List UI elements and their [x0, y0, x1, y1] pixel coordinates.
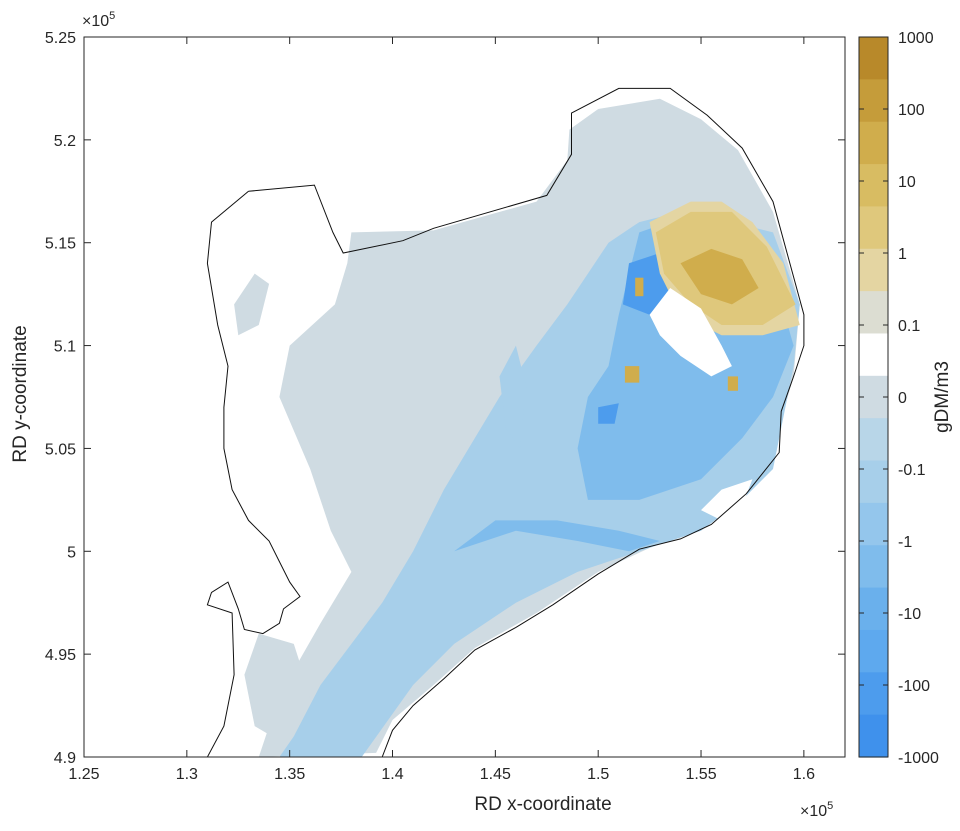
map-region-4 — [577, 119, 619, 161]
x-tick-label: 1.25 — [68, 766, 99, 783]
colorbar-segment — [859, 714, 888, 758]
colorbar-tick-label: 10 — [898, 174, 916, 191]
map-region-18 — [701, 479, 753, 521]
map-region-2 — [244, 633, 311, 747]
y-tick-label: 5.2 — [54, 133, 76, 150]
axes-layer: 1.25 1.3 1.35 1.4 1.45 1.5 1.55 1.6 4.9 4.95 5 5.05… — [45, 30, 846, 783]
map-region-17 — [649, 288, 732, 377]
x-tick-label: 1.3 — [176, 766, 198, 783]
colorbar-segment — [859, 79, 888, 123]
colorbar: 1000 100 10 1 0.1 0 -0.1 -1 -10 -100 -1000 — [858, 30, 939, 767]
map-region-3 — [234, 273, 270, 336]
map-region-14 — [635, 277, 644, 297]
x-axis-label: RD x-coordinate — [474, 794, 611, 815]
domain-outline — [206, 87, 805, 757]
colorbar-segment — [859, 37, 888, 80]
y-tick-label: 5 — [67, 544, 76, 561]
colorbar-segment — [859, 206, 888, 250]
x-tick-label: 1.4 — [381, 766, 403, 783]
y-tick-label: 5.15 — [45, 236, 76, 253]
y-tick-label: 5.05 — [45, 441, 76, 458]
x-tick-label: 1.5 — [587, 766, 609, 783]
colorbar-segment — [859, 545, 888, 589]
colorbar-segment — [859, 629, 888, 673]
colorbar-segment — [859, 587, 888, 631]
colorbar-tick-label: -0.1 — [898, 462, 926, 479]
y-tick-label: 4.95 — [45, 647, 76, 664]
colorbar-tick-label: -1 — [898, 534, 912, 551]
x-tick-label: 1.35 — [274, 766, 305, 783]
svg-text:×105: ×105 — [800, 800, 833, 820]
colorbar-tick-label: 0 — [898, 390, 907, 407]
x-tick-label: 1.6 — [793, 766, 815, 783]
colorbar-segment — [859, 460, 888, 504]
map-region-8 — [454, 520, 660, 552]
map-region-6 — [499, 345, 527, 449]
map-layer — [84, 37, 845, 757]
axes-box — [83, 36, 846, 758]
y-exponent-label: ×105 — [82, 10, 115, 30]
x-exponent-label: ×105 — [800, 800, 833, 820]
colorbar-tick-label: 0.1 — [898, 318, 920, 335]
colorbar-segment — [859, 333, 888, 377]
colorbar-segment — [859, 672, 888, 716]
map-region-16 — [727, 376, 738, 391]
y-axis-label: RD y-coordinate — [10, 325, 31, 462]
x-tick-label: 1.55 — [685, 766, 716, 783]
y-tick-label: 5.25 — [45, 30, 76, 47]
map-region-15 — [624, 366, 640, 383]
colorbar-tick-label: 1000 — [898, 30, 934, 47]
svg-text:×105: ×105 — [82, 10, 115, 30]
colorbar-tick-label: 1 — [898, 246, 907, 263]
colorbar-tick-label: -100 — [898, 678, 930, 695]
colorbar-segment — [859, 121, 888, 165]
y-tick-label: 5.1 — [54, 339, 76, 356]
x-tick-label: 1.45 — [480, 766, 511, 783]
colorbar-tick-label: 100 — [898, 102, 925, 119]
map-region-13 — [680, 248, 759, 305]
map-region-10 — [598, 403, 619, 424]
colorbar-segment — [859, 164, 888, 208]
colorbar-tick-label: -1000 — [898, 750, 939, 767]
colorbar-segment — [859, 291, 888, 335]
colorbar-segment — [859, 418, 888, 462]
colorbar-segment — [859, 248, 888, 292]
colorbar-label: gDM/m3 — [932, 361, 953, 433]
colorbar-segment — [859, 502, 888, 546]
y-tick-label: 4.9 — [54, 750, 76, 767]
colorbar-tick-label: -10 — [898, 606, 921, 623]
